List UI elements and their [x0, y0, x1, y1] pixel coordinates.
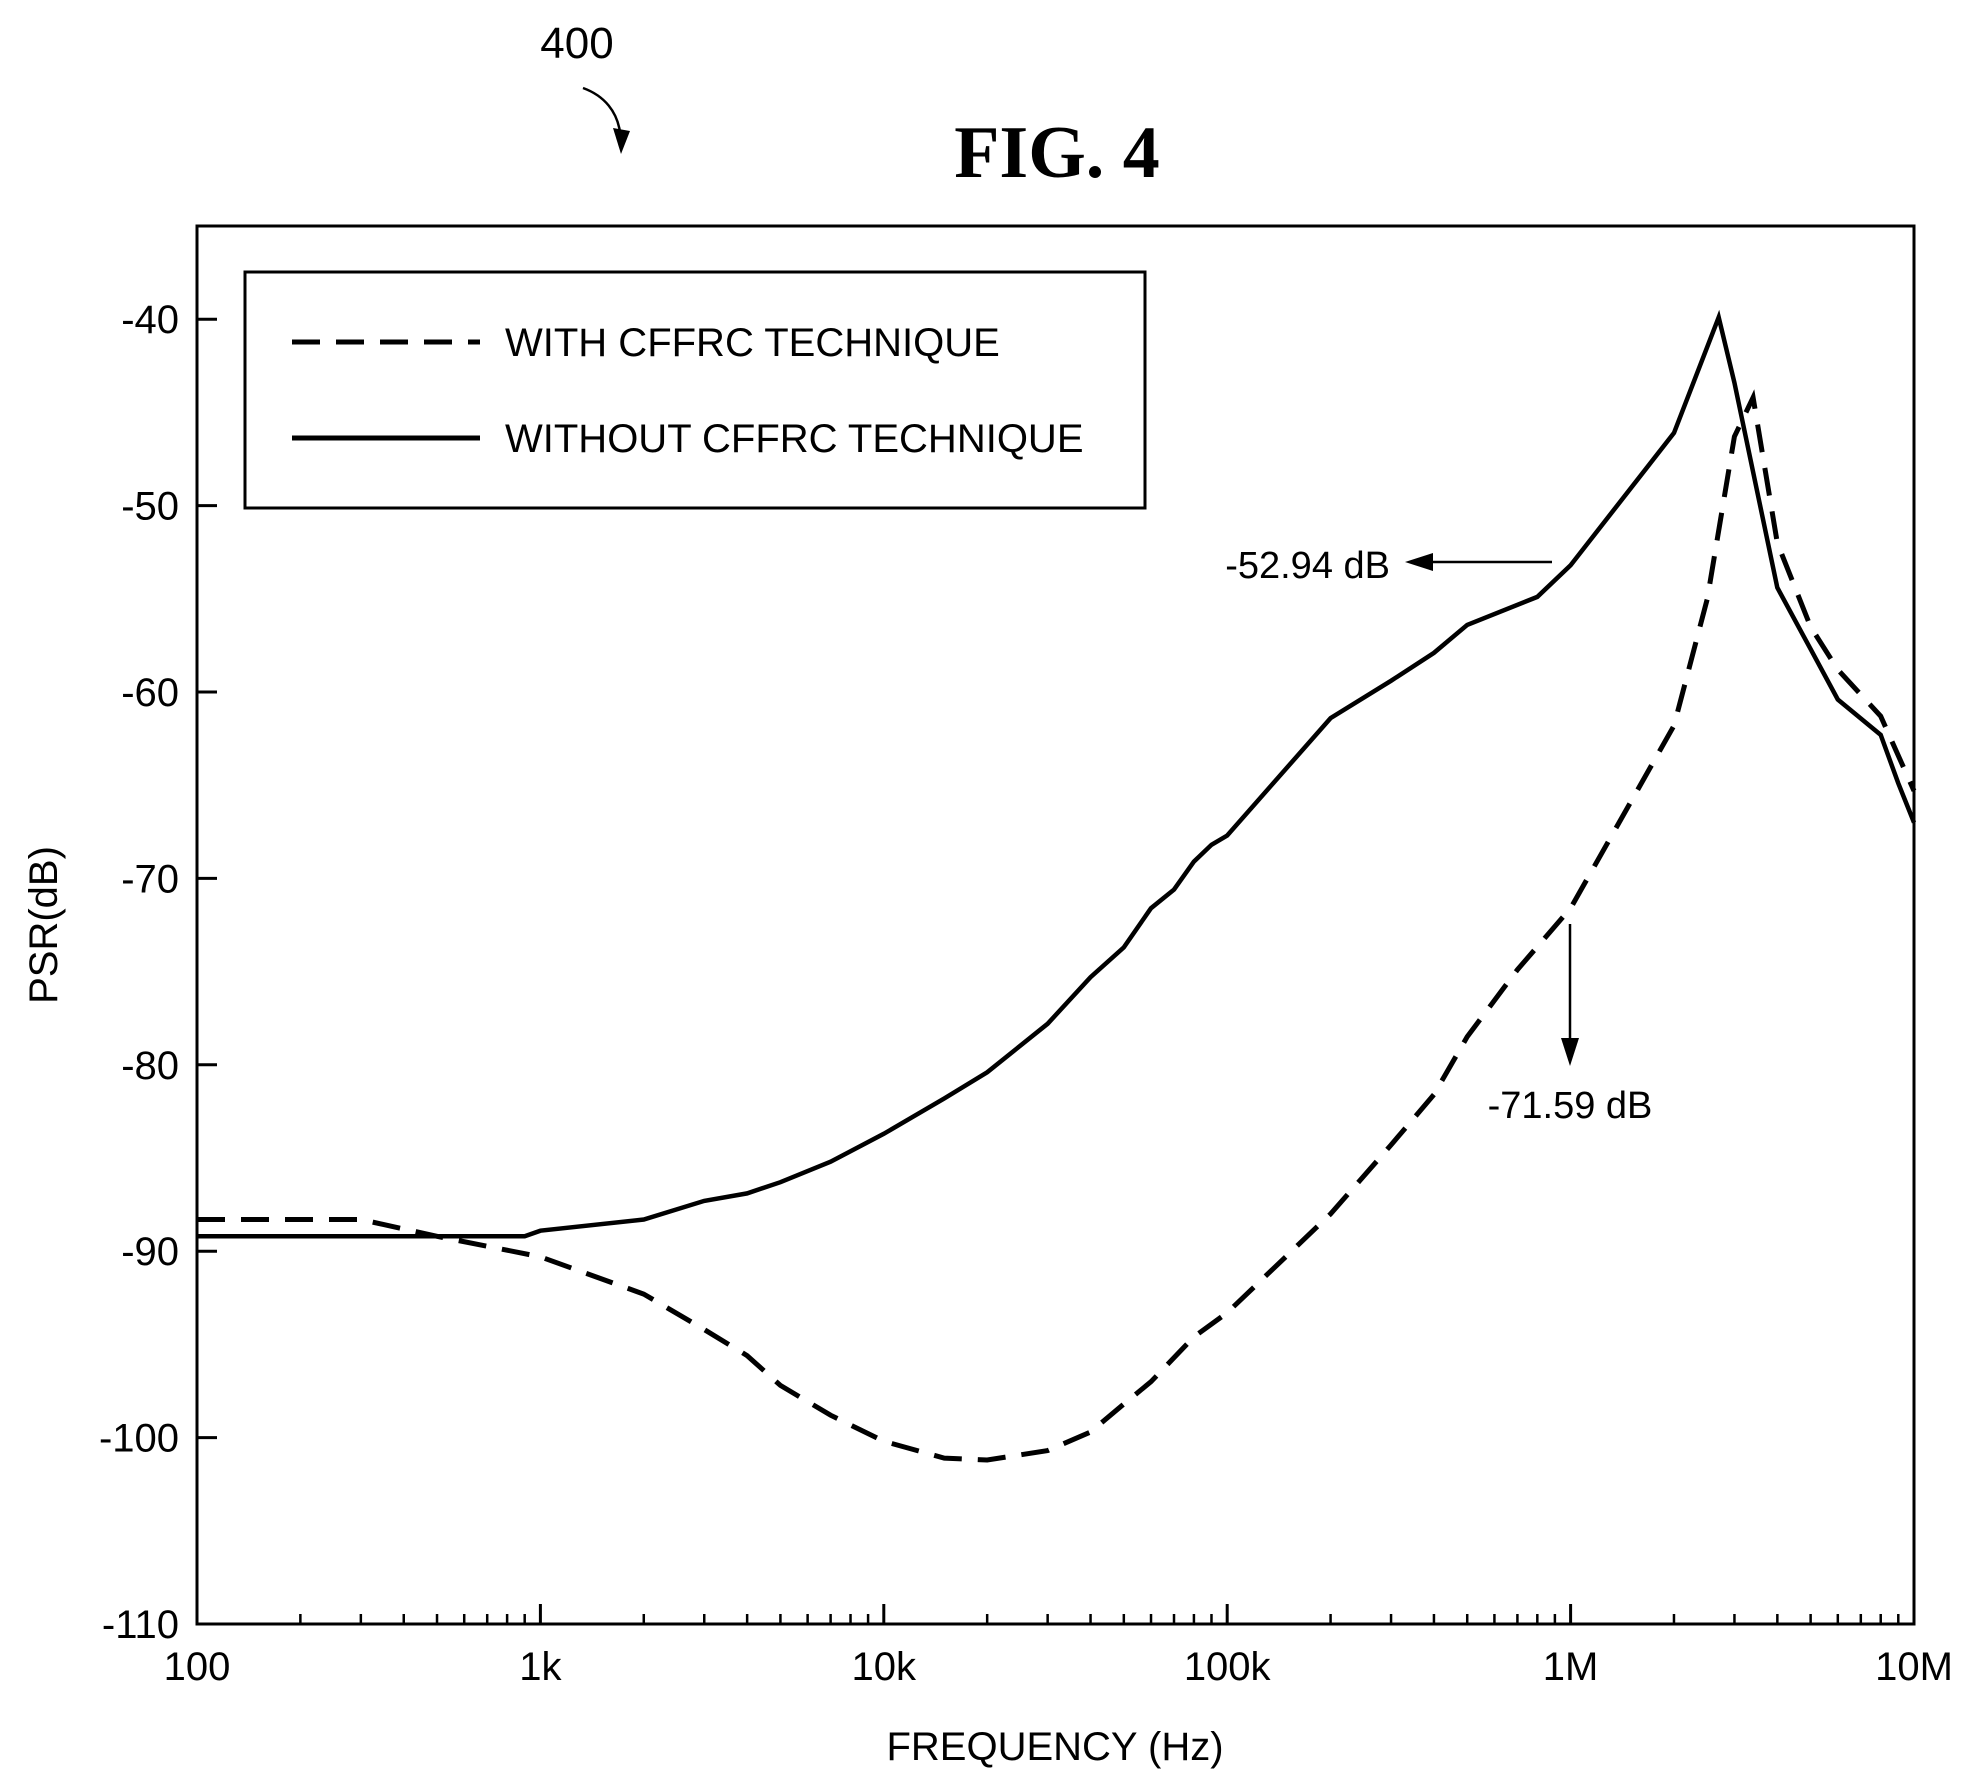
y-tick-label-2: -60 [121, 671, 179, 715]
y-tick-label-6: -100 [99, 1417, 179, 1461]
x-tick-label-5: 10M [1875, 1645, 1953, 1689]
series-with-cffrc-line [197, 389, 1917, 1463]
y-tick-label-0: -40 [121, 298, 179, 342]
reference-numeral: 400 [540, 19, 613, 68]
annotation-down-arrowhead [1561, 1038, 1579, 1066]
annotation-label-71-59: -71.59 dB [1488, 1085, 1653, 1127]
x-axis-ticks [195, 1604, 1916, 1624]
x-tick-label-4: 1M [1543, 1645, 1599, 1689]
y-tick-label-1: -50 [121, 485, 179, 529]
annotation-without-cffrc: -52.94 dB [1225, 545, 1552, 587]
series-without-cffrc-line [197, 309, 1917, 1239]
x-tick-label-2: 10k [852, 1645, 917, 1689]
plot-frame [195, 224, 1916, 1626]
y-axis-label: PSR(dB) [22, 846, 66, 1004]
legend-entry-without-cffrc: WITHOUT CFFRC TECHNIQUE [505, 417, 1084, 461]
y-tick-label-4: -80 [121, 1044, 179, 1088]
y-axis-ticks [197, 317, 217, 1626]
legend-entry-with-cffrc: WITH CFFRC TECHNIQUE [505, 321, 1000, 365]
annotation-left-arrowhead [1405, 553, 1433, 571]
x-tick-label-1: 1k [519, 1645, 562, 1689]
figure-title: FIG. 4 [954, 112, 1160, 194]
reference-pointer-arrowhead [613, 128, 630, 154]
x-axis-minor-ticks [299, 1614, 1900, 1624]
annotation-with-cffrc: -71.59 dB [1488, 924, 1653, 1127]
annotation-label-52-94: -52.94 dB [1225, 545, 1390, 587]
reference-pointer-arrow [582, 86, 622, 133]
x-axis-tick-labels: 100 1k 10k 100k 1M 10M [164, 1645, 1953, 1689]
x-tick-label-3: 100k [1184, 1645, 1272, 1689]
x-axis-label: FREQUENCY (Hz) [886, 1725, 1223, 1769]
y-tick-label-7: -110 [102, 1603, 179, 1647]
legend-box [243, 270, 1147, 510]
x-tick-label-0: 100 [164, 1645, 231, 1689]
y-tick-label-5: -90 [121, 1230, 179, 1274]
legend: WITH CFFRC TECHNIQUE WITHOUT CFFRC TECHN… [243, 270, 1147, 510]
y-axis-tick-labels: -40 -50 -60 -70 -80 -90 -100 -110 [99, 298, 179, 1647]
y-tick-label-3: -70 [121, 857, 179, 901]
